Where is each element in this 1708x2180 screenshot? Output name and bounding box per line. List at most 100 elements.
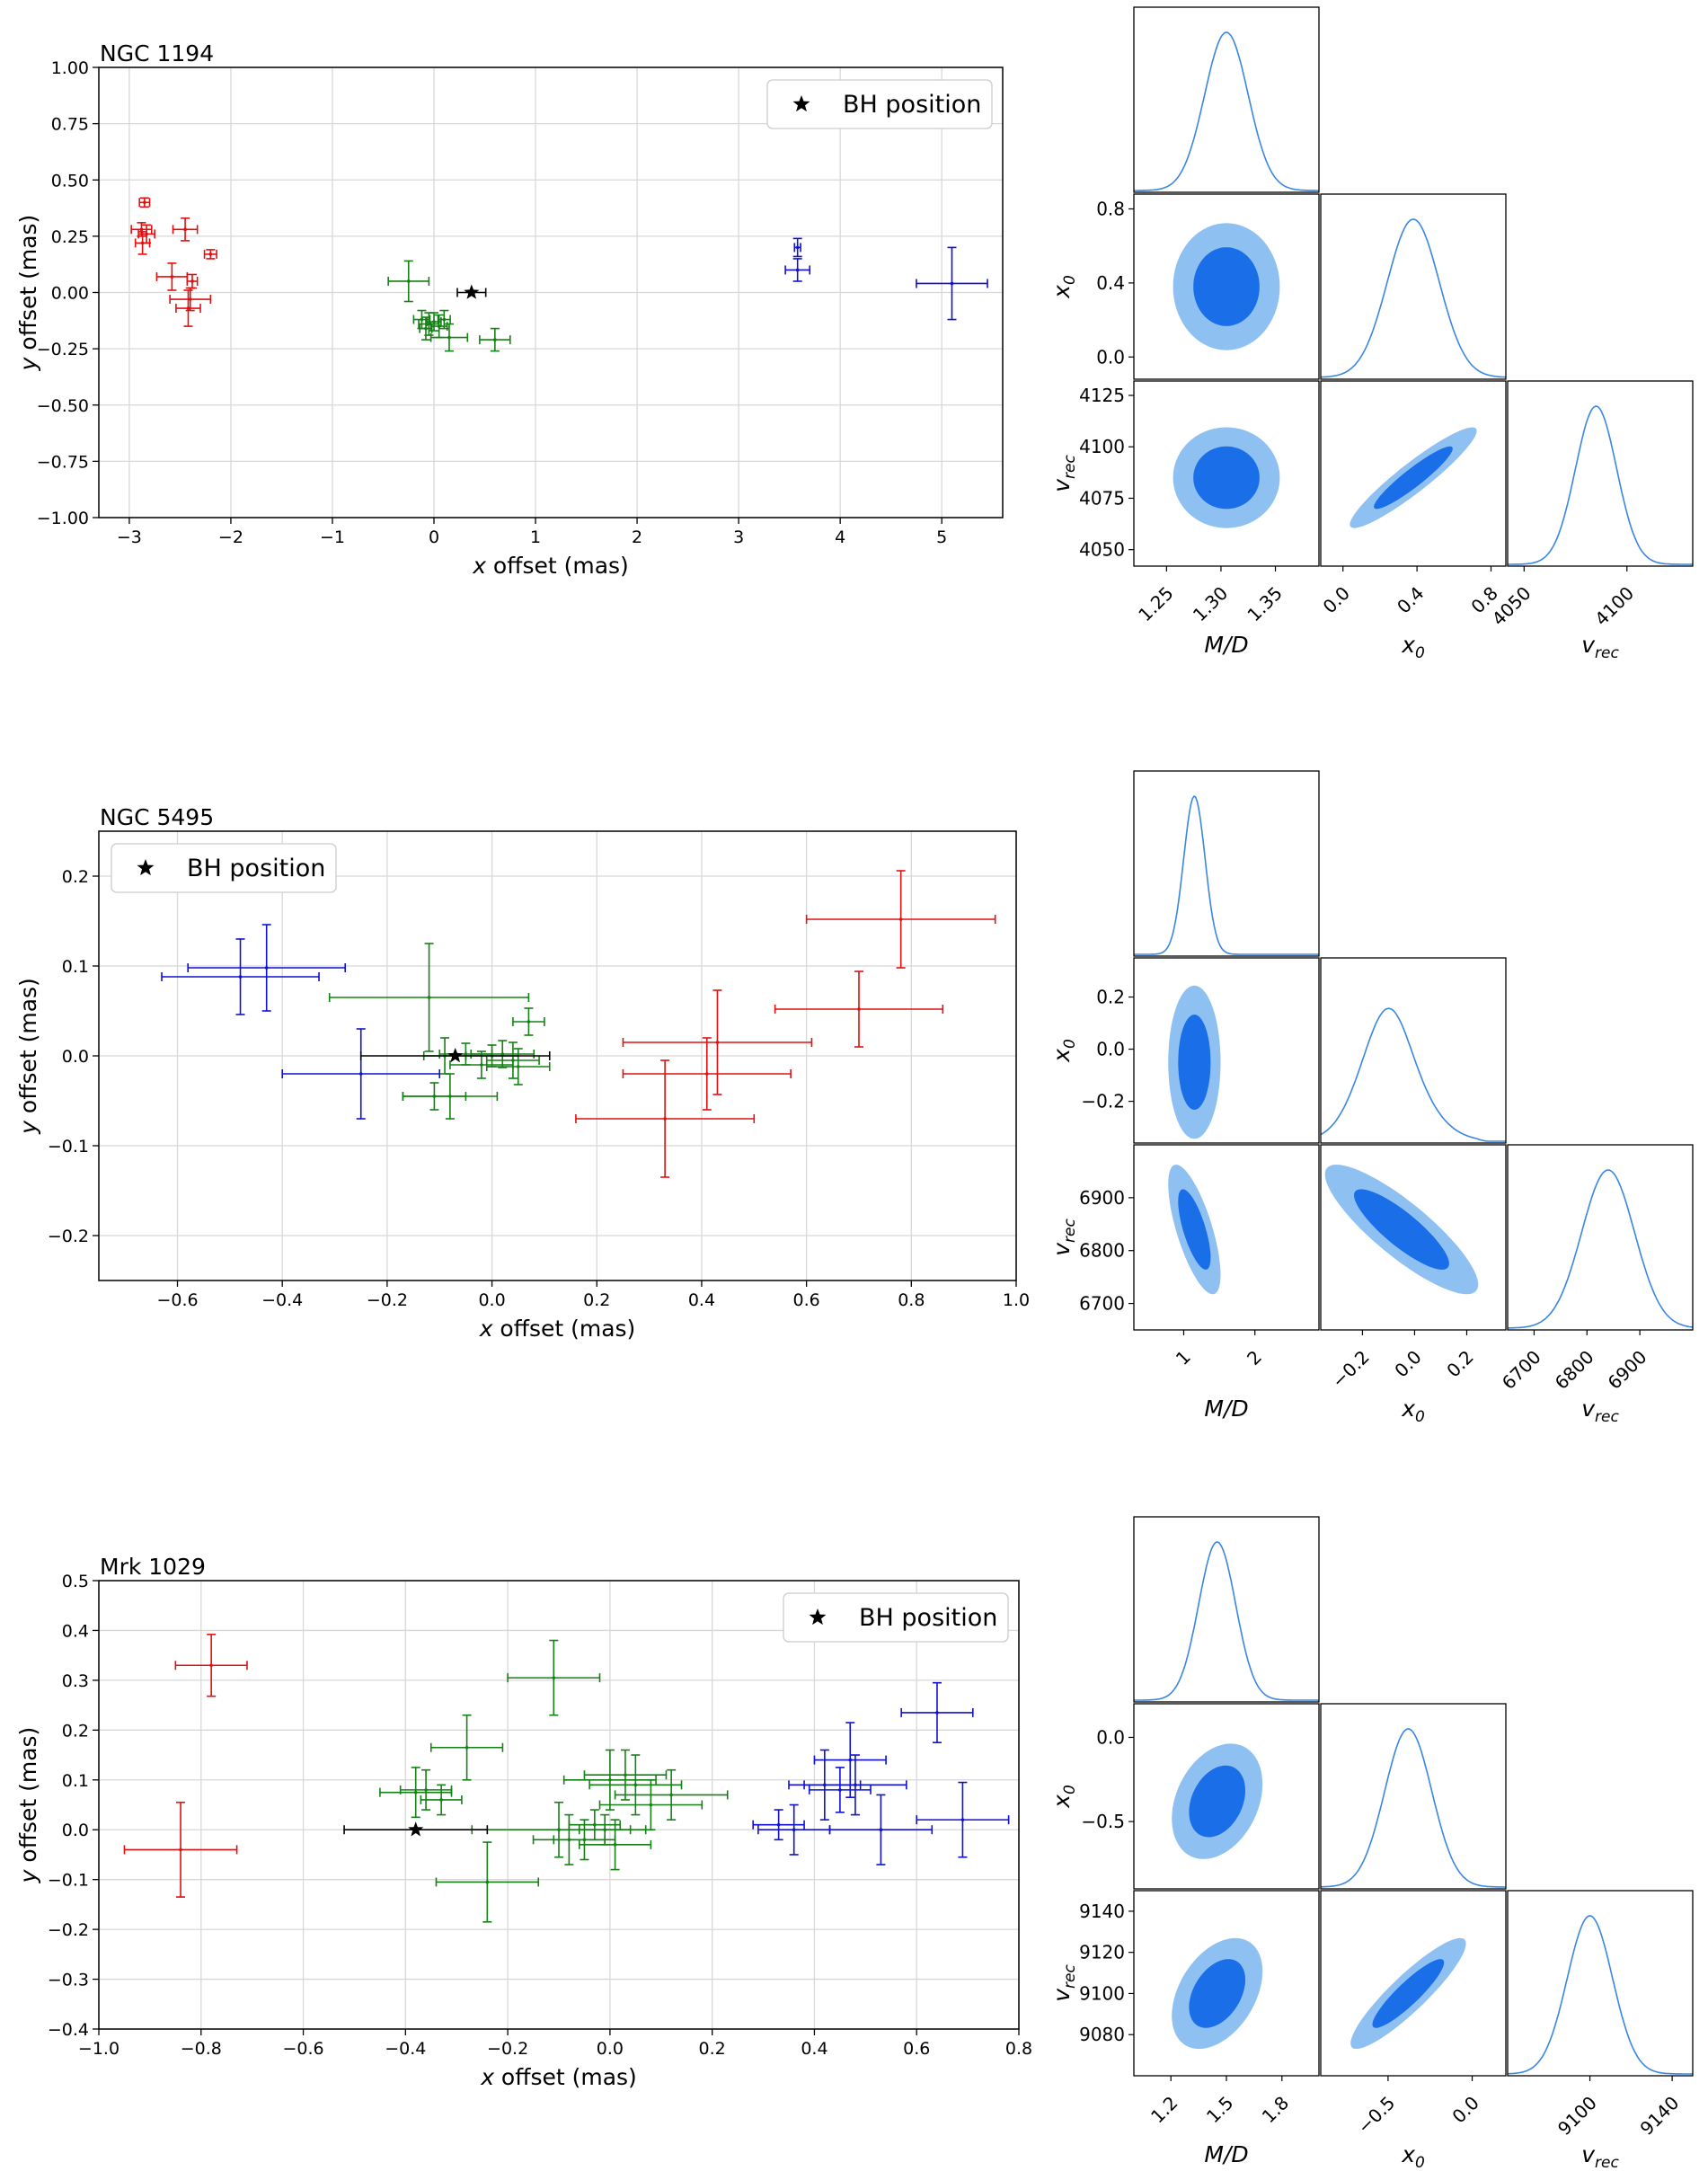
corner-label-md: M/D [1204,2141,1248,2167]
data-point [512,1007,545,1036]
point-marker [437,324,441,328]
axis-label-rest: offset (mas) [486,553,629,579]
point-marker [170,275,174,279]
contour-inner [1193,446,1260,510]
corner-ylabel: x0 [1049,1785,1079,1809]
point-marker [358,1072,363,1076]
point-marker [140,241,145,245]
y-tick-label: 0.0 [62,1821,89,1840]
label-sub: 0 [1061,1039,1079,1049]
axis-label-var: x [479,1316,493,1342]
star-icon [792,95,810,112]
data-point [575,1059,756,1178]
corner-frame [1133,6,1320,193]
data-point [828,1794,934,1865]
y-tick-label: 1.00 [51,58,89,78]
y-tick-label: 0.50 [51,171,89,191]
star-icon [809,1608,827,1626]
corner-ylabel: vrec [1049,455,1079,492]
label-main: x [1049,285,1075,299]
x-tick-label: 5 [936,527,947,547]
x-tick-label: 0.0 [478,1290,505,1310]
y-tick-label: 0.2 [62,867,89,887]
scatter-panel: −0.6 −0.4 −0.2 0.0 0.2 0.4 0.6 0.8 1.0 −0.2 −0.1 0.… [15,804,1030,1342]
point-marker [448,1094,452,1098]
series [130,197,217,327]
posterior-curve [1320,218,1507,378]
corner-frame [1133,1144,1320,1331]
corner-frame [1320,1890,1507,2077]
x-tick-label: −0.4 [385,2039,426,2059]
label-sub: rec [1061,455,1079,479]
corner-y-tick-label: 4075 [1079,487,1125,509]
corner-y-tick-label: 9100 [1079,1982,1125,2004]
data-point [916,246,988,321]
point-marker [511,1059,515,1062]
contour-panel: −0.5 0.0 [1081,1703,1320,1890]
marginal-panel [1133,770,1320,957]
legend-label: BH position [843,91,981,119]
series [752,1681,1010,1865]
point-marker [879,1828,883,1832]
label-main: x [1401,1396,1415,1422]
data-point [161,938,320,1015]
contour-inner [1189,1959,1245,2028]
star-icon [137,859,155,876]
point-marker [776,1822,781,1827]
label-sub: rec [1061,1964,1079,1989]
series [387,260,511,352]
corner-y-tick-label: 0.0 [1096,1726,1125,1748]
corner-x-tick-label: 0.4 [1393,582,1428,617]
corner-y-tick-label: 0.4 [1096,272,1125,294]
x-tick-label: −1 [320,527,345,547]
corner-x-tick-label: 4050 [1488,582,1535,630]
bh-position-point [359,1048,551,1063]
label-sub: 0 [1415,644,1425,662]
corner-frame [1133,380,1320,567]
point-marker [439,1798,443,1802]
axis-label-rest: offset (mas) [15,215,41,358]
plot-frame [98,830,1017,1281]
scatter-panel: −3 −2 −1 0 1 2 3 4 5 −1.00 −0.75 −0.50 −0.25 0.00 0.25… [15,40,1004,579]
axis-label-rest: offset (mas) [15,1727,41,1870]
point-marker [669,1793,673,1797]
corner-x-tick-label: 1.30 [1189,582,1232,625]
data-point [507,1639,601,1716]
point-marker [238,975,243,979]
corner-y-tick-label: 4100 [1079,436,1125,457]
point-marker [190,279,194,283]
label-main: v [1049,1988,1075,2002]
label-sub: rec [1595,2154,1619,2172]
data-point [916,1781,1010,1858]
corner-y-tick-label: −0.2 [1081,1091,1125,1112]
corner-x-tick-label: 1.8 [1258,2092,1293,2127]
data-point [437,309,451,330]
point-marker [427,322,431,326]
label-main: x [1401,2141,1415,2167]
marginal-panel [1320,193,1507,380]
x-tick-label: 0.6 [903,2039,930,2059]
corner-y-tick-label: 0.0 [1096,1039,1125,1060]
label-main: v [1581,632,1596,658]
plot-frame [98,1580,1020,2030]
data-point [470,1040,535,1068]
label-sub: rec [1061,1218,1079,1243]
x-tick-label: 1 [530,527,541,547]
corner-y-tick-label: 6700 [1079,1293,1125,1315]
axis-label-var: x [480,2064,494,2090]
contour-inner [1178,1189,1211,1270]
point-marker [795,245,800,250]
data-point [435,1841,540,1923]
corner-plot: −0.5 0.0 9080 9100 9120 9140 1.2 1.5 1.8 −0.5 0.0 9… [1049,1516,1694,2172]
corner-frame [1133,1703,1320,1890]
data-point [328,943,530,1052]
corner-label-vrec: vrec [1581,2141,1619,2172]
x-tick-label: 0 [429,527,439,547]
label-main: v [1049,478,1075,492]
scatter-panel: −1.0 −0.8 −0.6 −0.4 −0.2 0.0 0.2 0.4 0.6 0.8 −0.4 −… [15,1554,1032,2090]
x-tick-label: −0.2 [487,2039,528,2059]
y-tick-label: 0.5 [62,1572,89,1591]
point-marker [857,1007,861,1011]
